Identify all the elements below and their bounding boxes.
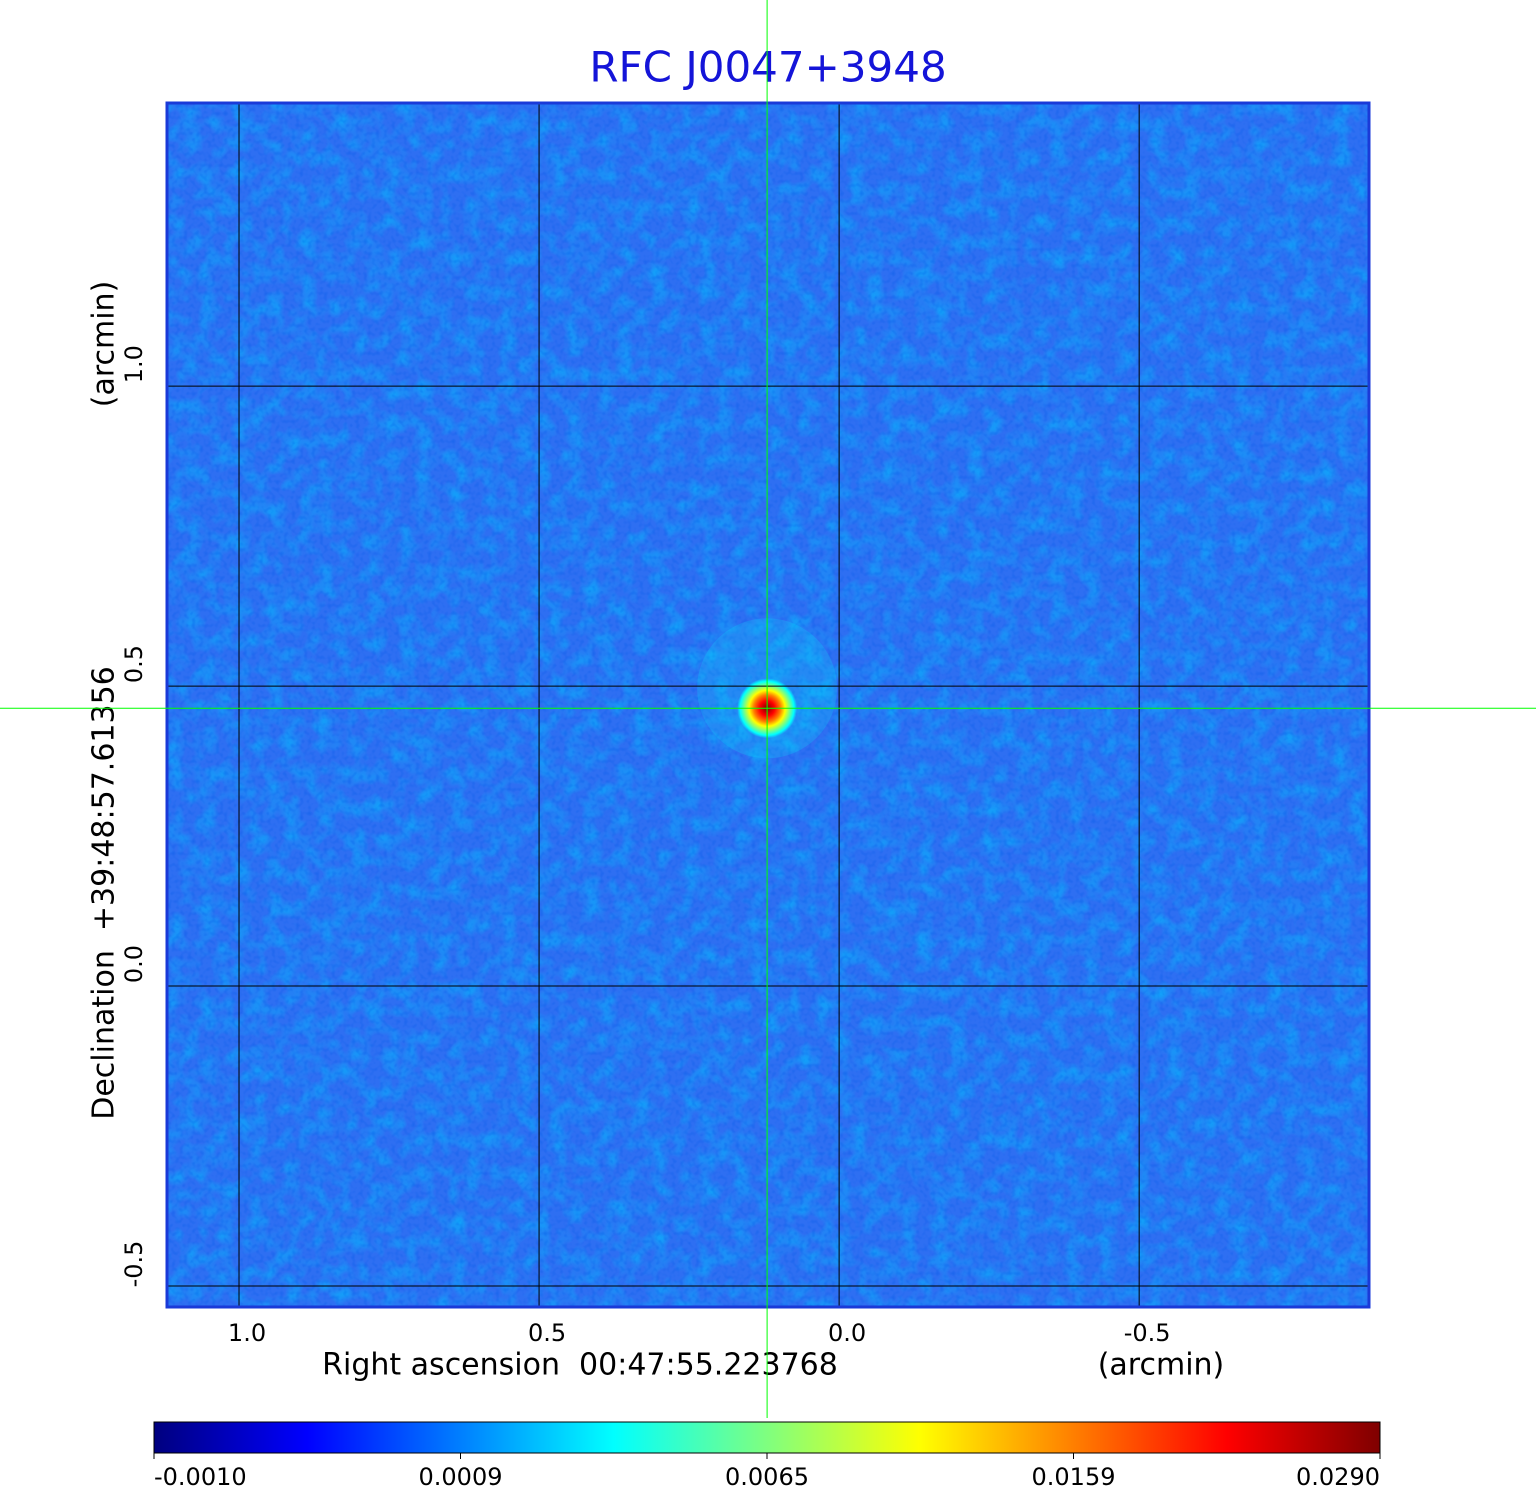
- y-tick-label: 0.5: [120, 645, 148, 683]
- x-axis-unit: (arcmin): [1098, 1348, 1225, 1383]
- x-tick-label: 0.5: [528, 1319, 566, 1347]
- y-tick-label: -0.5: [120, 1241, 148, 1288]
- x-tick-label: -0.5: [1124, 1319, 1171, 1347]
- x-tick-label: 1.0: [228, 1319, 266, 1347]
- y-tick-label: 0.0: [120, 945, 148, 983]
- x-tick-label: 0.0: [828, 1319, 866, 1347]
- colorbar-tick-label: 0.0065: [725, 1463, 809, 1491]
- colorbar-tick-label: 0.0009: [419, 1463, 503, 1491]
- y-axis-label: Declination +39:48:57.61356: [87, 666, 122, 1120]
- x-axis-label: Right ascension 00:47:55.223768: [322, 1348, 838, 1383]
- chart-title: RFC J0047+3948: [589, 43, 946, 92]
- colorbar-tick-label: -0.0010: [154, 1463, 247, 1491]
- y-axis-unit: (arcmin): [87, 281, 122, 408]
- plot-frame: [165, 101, 1371, 1309]
- colorbar: [153, 1421, 1381, 1454]
- colorbar-tick-label: 0.0159: [1032, 1463, 1116, 1491]
- y-tick-label: 1.0: [120, 345, 148, 383]
- colorbar-tick-label: 0.0290: [1296, 1463, 1380, 1491]
